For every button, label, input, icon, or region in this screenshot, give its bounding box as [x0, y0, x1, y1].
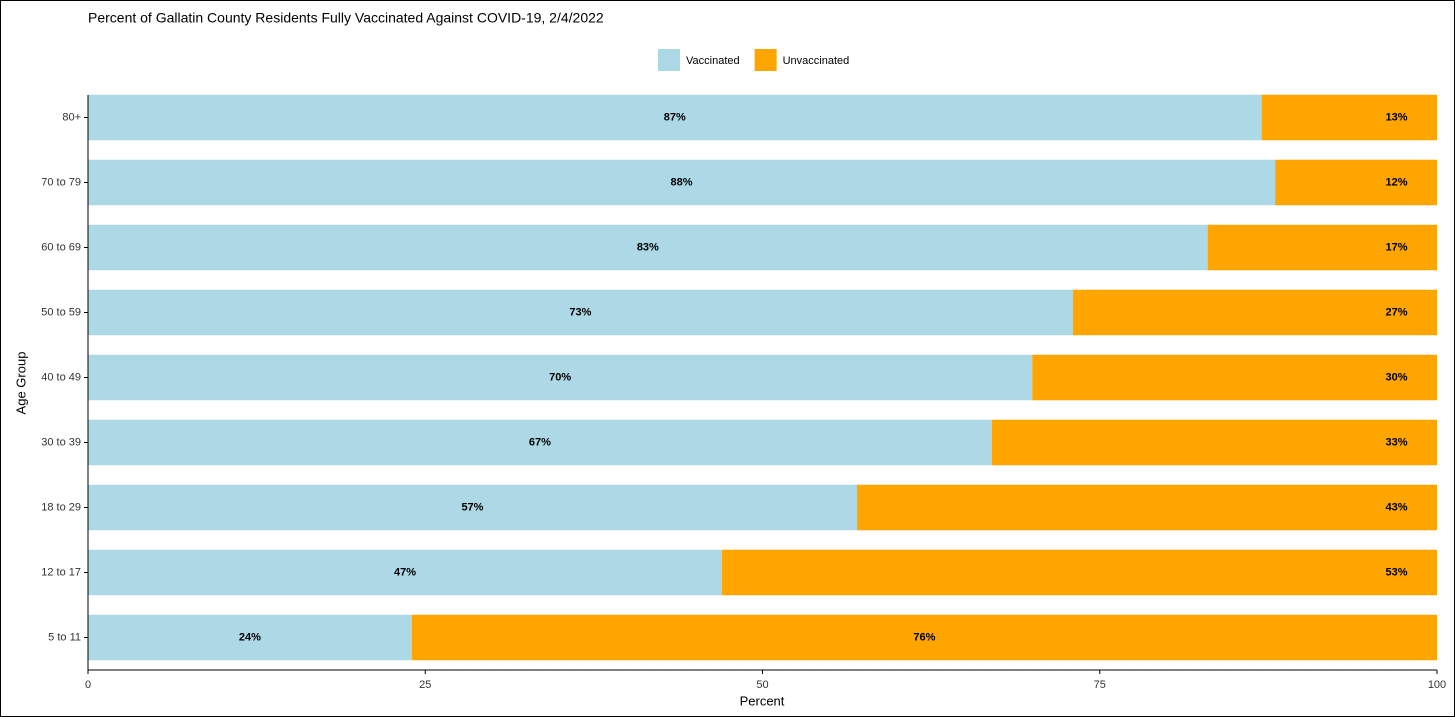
data-label: 83%	[637, 241, 659, 253]
bar-segment	[1207, 224, 1437, 271]
legend-label: Vaccinated	[686, 55, 740, 67]
data-label: 43%	[1386, 501, 1408, 513]
bar-segment	[88, 354, 1033, 401]
bar-segment	[411, 614, 1437, 661]
data-label: 33%	[1386, 436, 1408, 448]
legend-swatch	[754, 49, 777, 71]
data-label: 76%	[913, 631, 935, 643]
x-axis-label: Percent	[740, 693, 785, 708]
x-tick-label: 75	[1094, 679, 1106, 691]
bar-segment	[856, 484, 1437, 531]
x-tick-label: 50	[756, 679, 768, 691]
bar-segment	[1261, 94, 1437, 141]
x-tick-label: 100	[1428, 679, 1446, 691]
bar-segment	[88, 419, 992, 466]
bar-segment	[1072, 289, 1437, 336]
data-label: 30%	[1386, 371, 1408, 383]
data-label: 17%	[1386, 241, 1408, 253]
data-label: 12%	[1386, 176, 1408, 188]
bar-segment	[88, 549, 723, 596]
bar-segment	[88, 94, 1262, 141]
bar-segment	[1032, 354, 1437, 401]
data-label: 67%	[529, 436, 551, 448]
data-label: 57%	[461, 501, 483, 513]
x-tick-label: 0	[85, 679, 91, 691]
chart-title: Percent of Gallatin County Residents Ful…	[88, 10, 604, 26]
data-label: 73%	[569, 306, 591, 318]
bar-segment	[88, 484, 857, 531]
legend-label: Unvaccinated	[783, 55, 850, 67]
y-tick-label: 60 to 69	[41, 241, 81, 253]
data-label: 87%	[664, 111, 686, 123]
data-label: 13%	[1386, 111, 1408, 123]
y-tick-label: 18 to 29	[41, 501, 81, 513]
bar-segment	[88, 289, 1073, 336]
x-tick-label: 25	[419, 679, 431, 691]
legend-swatch	[658, 49, 680, 71]
bar-segment	[991, 419, 1437, 466]
y-tick-label: 12 to 17	[41, 566, 81, 578]
data-label: 88%	[671, 176, 693, 188]
y-tick-label: 70 to 79	[41, 176, 81, 188]
data-label: 27%	[1386, 306, 1408, 318]
y-axis-label: Age Group	[13, 352, 28, 415]
bar-segment	[88, 614, 412, 661]
bar-segment	[722, 549, 1437, 596]
y-tick-label: 30 to 39	[41, 436, 81, 448]
bar-segment	[1275, 159, 1437, 206]
data-label: 24%	[239, 631, 261, 643]
data-label: 53%	[1386, 566, 1408, 578]
y-tick-label: 40 to 49	[41, 371, 81, 383]
y-tick-label: 50 to 59	[41, 306, 81, 318]
y-tick-label: 5 to 11	[48, 631, 81, 643]
data-label: 47%	[394, 566, 416, 578]
bar-segment	[88, 224, 1208, 271]
bar-segment	[88, 159, 1276, 206]
data-label: 70%	[549, 371, 571, 383]
y-tick-label: 80+	[62, 111, 81, 123]
